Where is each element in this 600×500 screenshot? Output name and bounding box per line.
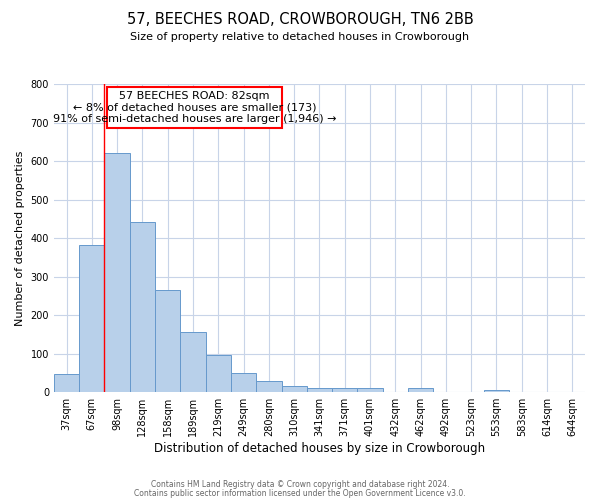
Text: 91% of semi-detached houses are larger (1,946) →: 91% of semi-detached houses are larger (…: [53, 114, 336, 124]
Text: ← 8% of detached houses are smaller (173): ← 8% of detached houses are smaller (173…: [73, 102, 316, 113]
Bar: [104, 153, 130, 392]
Text: 57 BEECHES ROAD: 82sqm: 57 BEECHES ROAD: 82sqm: [119, 91, 269, 101]
Bar: [130, 222, 155, 392]
Bar: [408, 388, 433, 392]
Bar: [231, 372, 256, 392]
Bar: [155, 290, 181, 392]
Text: Size of property relative to detached houses in Crowborough: Size of property relative to detached ho…: [130, 32, 470, 42]
X-axis label: Distribution of detached houses by size in Crowborough: Distribution of detached houses by size …: [154, 442, 485, 455]
Bar: [206, 355, 231, 392]
Bar: [181, 332, 206, 392]
Bar: [484, 390, 509, 392]
Y-axis label: Number of detached properties: Number of detached properties: [15, 150, 25, 326]
Bar: [79, 244, 104, 392]
Bar: [358, 388, 383, 392]
Text: Contains public sector information licensed under the Open Government Licence v3: Contains public sector information licen…: [134, 488, 466, 498]
Bar: [54, 374, 79, 392]
Text: Contains HM Land Registry data © Crown copyright and database right 2024.: Contains HM Land Registry data © Crown c…: [151, 480, 449, 489]
Bar: [307, 388, 332, 392]
Bar: [281, 386, 307, 392]
Bar: [332, 388, 358, 392]
Text: 57, BEECHES ROAD, CROWBOROUGH, TN6 2BB: 57, BEECHES ROAD, CROWBOROUGH, TN6 2BB: [127, 12, 473, 28]
Bar: [256, 380, 281, 392]
